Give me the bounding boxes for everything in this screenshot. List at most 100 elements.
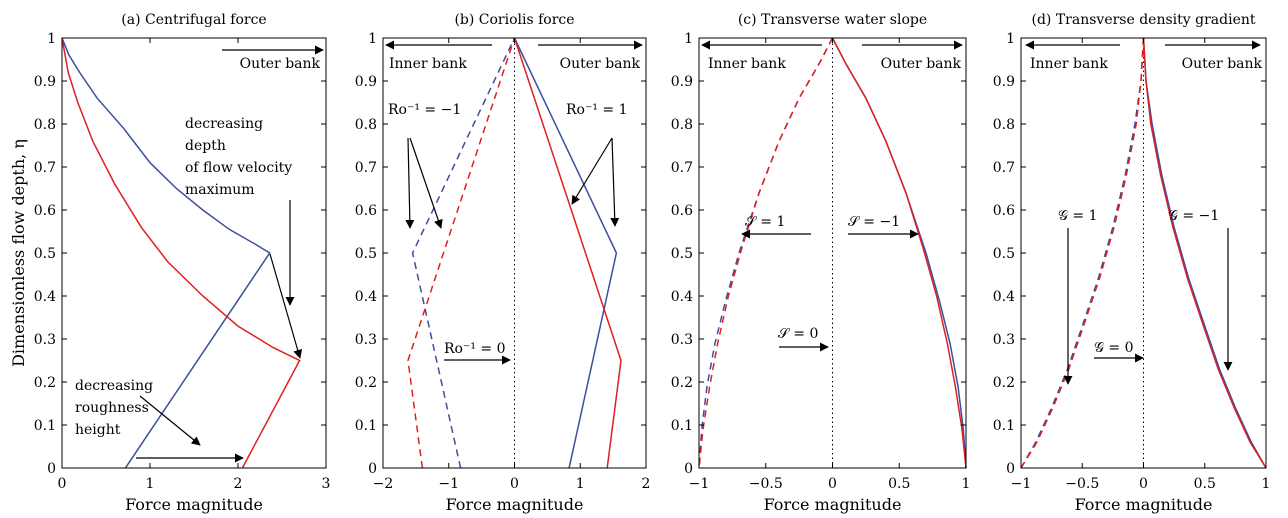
annotation-label: Outer bank xyxy=(881,56,962,72)
y-tick-label: 0.3 xyxy=(671,332,693,348)
x-tick-label: 0.5 xyxy=(888,476,910,492)
y-tick-label: 0.6 xyxy=(355,203,377,219)
annotation-label: Outer bank xyxy=(560,56,641,72)
y-tick-label: 0.5 xyxy=(355,246,377,262)
x-tick-label: −0.5 xyxy=(749,476,783,492)
y-tick-label: 0 xyxy=(368,461,377,477)
y-tick-label: 0.8 xyxy=(355,117,377,133)
x-axis-label: Force magnitude xyxy=(764,495,902,514)
series-line-blue xyxy=(831,37,967,469)
annotation-label: Inner bank xyxy=(708,56,786,72)
y-tick-label: 0.6 xyxy=(34,203,56,219)
panel-title: (b) Coriolis force xyxy=(454,12,574,28)
series-line-blue-dashed xyxy=(698,37,834,469)
annotation-label: roughness xyxy=(75,400,149,416)
y-tick-label: 0 xyxy=(47,461,56,477)
annotation-label: Ro⁻¹ = 1 xyxy=(566,102,628,118)
x-axis-label: Force magnitude xyxy=(125,495,263,514)
y-tick-label: 0.1 xyxy=(993,418,1015,434)
panel-title: (a) Centrifugal force xyxy=(121,12,266,28)
annotation-arrow xyxy=(409,137,443,229)
y-tick-label: 0.1 xyxy=(355,418,377,434)
y-tick-label: 0.9 xyxy=(355,74,377,90)
y-tick-label: 0.4 xyxy=(355,289,377,305)
y-tick-label: 0.7 xyxy=(671,160,693,176)
series-line-blue xyxy=(61,37,271,469)
y-tick-label: 0.1 xyxy=(34,418,56,434)
x-tick-label: −1 xyxy=(689,476,710,492)
y-tick-label: 0.1 xyxy=(671,418,693,434)
annotation-label: 𝒮 = −1 xyxy=(848,214,900,230)
panel-2: (b) Coriolis force Force magnitude −2 −1 0 1 2… xyxy=(355,12,651,514)
annotation-label: Outer bank xyxy=(1182,56,1263,72)
annotation-label: 𝒢 = 1 xyxy=(1058,208,1098,224)
y-tick-label: 0.5 xyxy=(993,246,1015,262)
series-line-red xyxy=(1142,37,1267,469)
series-line-red-dashed xyxy=(698,37,834,469)
x-tick-label: 1 xyxy=(1262,476,1271,492)
annotation-label: 𝒢 = 0 xyxy=(1094,340,1134,356)
x-tick-label: 1 xyxy=(146,476,155,492)
x-tick-label: 2 xyxy=(642,476,651,492)
y-tick-label: 0.5 xyxy=(671,246,693,262)
annotation-label: decreasing xyxy=(185,116,263,132)
annotation-label: 𝒢 = −1 xyxy=(1168,208,1219,224)
annotation-arrow xyxy=(405,137,415,229)
y-tick-label: 0.8 xyxy=(671,117,693,133)
series-line-red-dashed xyxy=(1020,37,1145,469)
series-line-red xyxy=(513,37,622,469)
y-tick-label: 1 xyxy=(368,31,377,47)
annotation-label: Ro⁻¹ = 0 xyxy=(444,341,506,357)
y-tick-label: 0 xyxy=(684,461,693,477)
y-tick-label: 0.4 xyxy=(671,289,693,305)
series-line-red-dashed xyxy=(407,37,516,469)
panels: (a) Centrifugal force Force magnitude 0 1 2 3… xyxy=(34,12,1271,514)
panel-title: (c) Transverse water slope xyxy=(738,12,927,28)
x-tick-label: 3 xyxy=(322,476,331,492)
y-tick-label: 0.4 xyxy=(34,289,56,305)
y-tick-label: 0.3 xyxy=(355,332,377,348)
x-tick-label: 0 xyxy=(58,476,67,492)
series-line-red xyxy=(831,37,967,469)
y-tick-label: 1 xyxy=(47,31,56,47)
y-tick-label: 0.2 xyxy=(993,375,1015,391)
annotation-label: maximum xyxy=(185,182,255,198)
x-axis-label: Force magnitude xyxy=(446,495,584,514)
y-tick-label: 1 xyxy=(1006,31,1015,47)
y-tick-label: 0.4 xyxy=(993,289,1015,305)
annotation-arrow xyxy=(139,395,201,446)
annotation-label: Inner bank xyxy=(1030,56,1108,72)
annotation-label: decreasing xyxy=(75,378,153,394)
annotation-label: depth xyxy=(185,138,226,154)
y-tick-label: 0.9 xyxy=(993,74,1015,90)
annotation-label: Outer bank xyxy=(240,56,321,72)
y-tick-label: 0.3 xyxy=(993,332,1015,348)
series-line-blue xyxy=(513,37,618,469)
annotation-label: 𝒮 = 1 xyxy=(745,214,785,230)
y-tick-label: 0.2 xyxy=(355,375,377,391)
y-tick-label: 0.7 xyxy=(355,160,377,176)
annotation-label: 𝒮 = 0 xyxy=(778,326,818,342)
y-tick-label: 1 xyxy=(684,31,693,47)
panel-3: (c) Transverse water slope Force magnitud… xyxy=(671,12,971,514)
x-tick-label: −2 xyxy=(373,476,394,492)
y-tick-label: 0.3 xyxy=(34,332,56,348)
series-line-red xyxy=(61,37,301,469)
y-tick-label: 0 xyxy=(1006,461,1015,477)
series-line-blue-dashed xyxy=(411,37,516,469)
panel-title: (d) Transverse density gradient xyxy=(1032,12,1256,28)
y-tick-label: 0.2 xyxy=(34,375,56,391)
y-tick-label: 0.5 xyxy=(34,246,56,262)
y-tick-label: 0.8 xyxy=(993,117,1015,133)
x-tick-label: 0.5 xyxy=(1194,476,1216,492)
x-tick-label: −1 xyxy=(438,476,459,492)
annotation-arrow xyxy=(571,137,613,205)
y-tick-label: 0.8 xyxy=(34,117,56,133)
y-tick-label: 0.6 xyxy=(993,203,1015,219)
x-tick-label: 0 xyxy=(1139,476,1148,492)
x-tick-label: 0 xyxy=(510,476,519,492)
y-tick-label: 0.9 xyxy=(671,74,693,90)
x-tick-label: 1 xyxy=(576,476,585,492)
y-axis-label: Dimensionless flow depth, η xyxy=(9,139,28,367)
